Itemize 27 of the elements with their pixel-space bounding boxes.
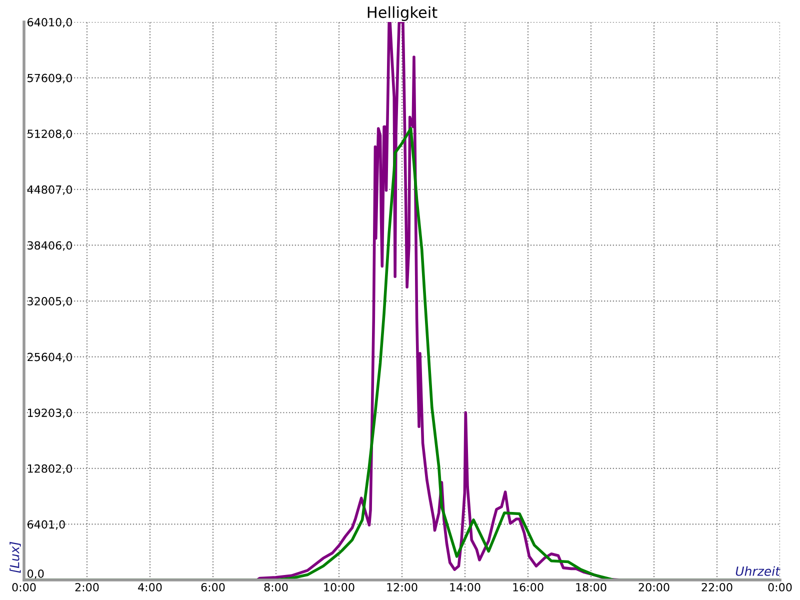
x-tick-label: 16:00 [513, 582, 544, 592]
y-tick-label: 64010,0 [28, 18, 72, 28]
x-tick-label: 12:00 [387, 582, 418, 592]
y-tick-label: 44807,0 [27, 185, 72, 195]
x-tick-label: 0:00 [12, 582, 36, 592]
x-axis-title: Uhrzeit [736, 566, 780, 576]
x-tick-label: 0:00 [768, 582, 792, 592]
y-axis-title: [Lux] [10, 542, 21, 573]
x-tick-label: 18:00 [576, 582, 606, 592]
x-tick-label: 4:00 [138, 582, 162, 592]
x-tick-label: 20:00 [638, 582, 670, 592]
chart-title: Helligkeit [368, 6, 438, 22]
x-tick-label: 14:00 [450, 582, 480, 592]
x-tick-label: 2:00 [75, 582, 99, 592]
y-tick-label: 32005,0 [28, 296, 72, 307]
x-tick-label: 8:00 [264, 582, 288, 592]
y-tick-label: 6401,0 [28, 520, 65, 530]
x-tick-label: 10:00 [324, 582, 354, 592]
x-tick-label: 6:00 [201, 582, 225, 592]
y-tick-label: 38406,0 [28, 241, 72, 251]
x-tick-label: 22:00 [702, 582, 732, 592]
y-tick-label: 51208,0 [28, 130, 72, 140]
y-tick-label: 12802,0 [28, 464, 72, 474]
y-tick-label: 57609,0 [28, 74, 72, 84]
y-tick-label: 0,0 [28, 569, 44, 579]
y-tick-label: 25604,0 [28, 352, 72, 362]
y-tick-label: 19203,0 [28, 408, 72, 418]
